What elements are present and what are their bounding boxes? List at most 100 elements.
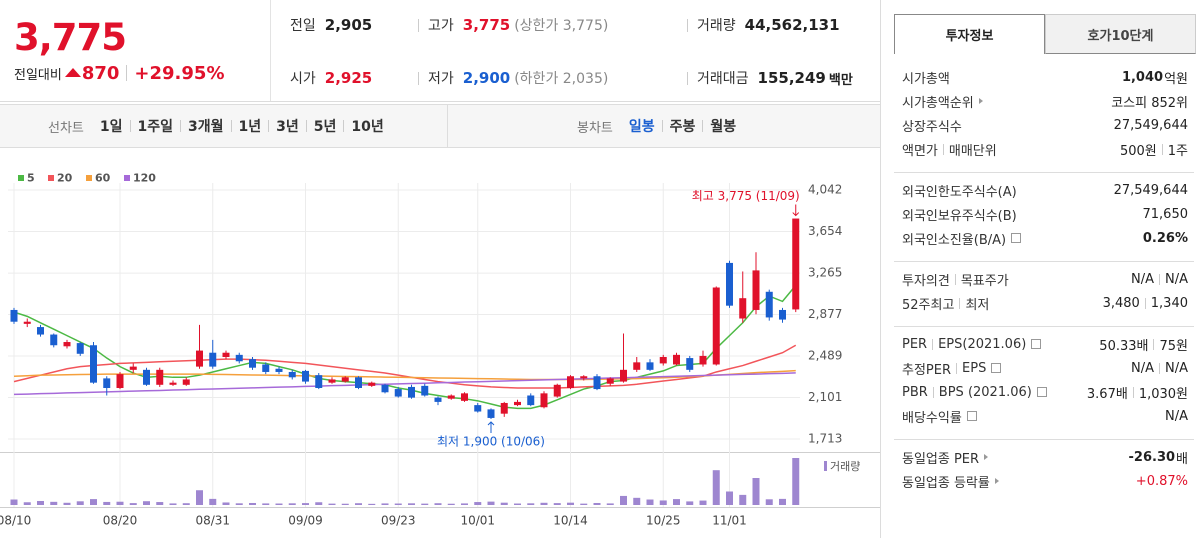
annotation-arrow bbox=[792, 204, 800, 217]
info-value: 3.67배 1,030원 bbox=[1087, 380, 1188, 404]
volume-bar bbox=[209, 498, 217, 505]
candle-body bbox=[37, 327, 44, 335]
legend-swatch bbox=[18, 175, 24, 181]
info-value-text: N/A bbox=[1165, 360, 1188, 376]
info-label-text: 시가총액 bbox=[902, 71, 950, 87]
stat-label: 거래량 bbox=[697, 18, 736, 34]
help-icon bbox=[1011, 233, 1022, 243]
volume-bar bbox=[567, 502, 574, 505]
info-value: 3,480 1,340 bbox=[1103, 291, 1188, 315]
candle-body bbox=[699, 355, 707, 365]
candle-body bbox=[620, 369, 627, 382]
current-price: 3,775 bbox=[14, 16, 127, 59]
period-button[interactable]: 일봉 bbox=[628, 119, 655, 135]
candle-body bbox=[553, 384, 561, 397]
candle-body bbox=[514, 401, 521, 406]
candle-body bbox=[50, 334, 58, 346]
candle-body bbox=[328, 379, 336, 383]
info-value-text: -26.30 bbox=[1128, 449, 1176, 465]
volume-bar bbox=[129, 503, 137, 505]
separator bbox=[1159, 273, 1160, 285]
candle-body bbox=[593, 376, 601, 390]
candle-body bbox=[63, 342, 71, 347]
volume-bar bbox=[792, 458, 800, 505]
candle-body bbox=[129, 366, 137, 370]
volume-bar bbox=[90, 499, 97, 505]
info-value: 0.26% bbox=[1143, 226, 1188, 250]
period-button[interactable]: 월봉 bbox=[710, 119, 737, 135]
tab[interactable]: 호가10단계 bbox=[1045, 14, 1196, 54]
y-tick-label: 2,489 bbox=[808, 349, 842, 363]
candle-body bbox=[646, 362, 654, 370]
separator bbox=[1144, 297, 1146, 309]
volume-bar bbox=[368, 503, 376, 505]
volume-bar bbox=[302, 503, 309, 505]
info-value-text: N/A bbox=[1165, 408, 1188, 424]
info-value-text: N/A bbox=[1131, 360, 1154, 376]
stat-item: 저가 2,900 (하한가 2,035) bbox=[418, 66, 608, 90]
separator bbox=[268, 120, 270, 132]
candle-body bbox=[527, 395, 535, 406]
separator bbox=[956, 362, 958, 374]
volume-bar bbox=[169, 503, 177, 505]
candle-body bbox=[103, 378, 111, 389]
volume-bar bbox=[474, 502, 482, 505]
info-label-text: 목표주가 bbox=[960, 273, 1009, 289]
candle-body bbox=[394, 389, 402, 397]
y-tick-label: 3,654 bbox=[808, 224, 842, 238]
candle-body bbox=[765, 291, 773, 318]
info-label-text: EPS(2021.06) bbox=[938, 336, 1027, 352]
period-button[interactable]: 1주일 bbox=[137, 119, 174, 135]
volume-bar bbox=[408, 503, 415, 505]
info-label: 외국인한도주식수(A) bbox=[902, 178, 1017, 202]
info-label-text: PER bbox=[902, 336, 928, 352]
volume-bar bbox=[712, 470, 720, 505]
help-icon bbox=[966, 411, 977, 421]
legend-label: 60 bbox=[95, 172, 111, 185]
info-value-text: 500원 bbox=[1119, 143, 1157, 159]
info-label: PER EPS(2021.06) bbox=[902, 332, 1042, 356]
x-tick-label: 10/01 bbox=[460, 514, 495, 528]
moving-average-line bbox=[13, 372, 796, 396]
candle-body bbox=[209, 352, 217, 367]
volume-bar bbox=[156, 502, 164, 505]
candle-body bbox=[421, 385, 429, 396]
y-tick-label: 2,877 bbox=[808, 307, 842, 321]
help-icon bbox=[1031, 339, 1042, 349]
info-value: 코스피 852위 bbox=[1111, 89, 1188, 113]
legend-label: 120 bbox=[133, 172, 156, 185]
change-line: 전일대비 870 +29.95% bbox=[14, 61, 224, 85]
info-label: 시가총액순위 bbox=[902, 89, 983, 113]
info-label: PBR BPS (2021.06) bbox=[902, 380, 1047, 404]
candle-body bbox=[500, 402, 508, 414]
separator bbox=[687, 71, 688, 85]
y-tick-label: 4,042 bbox=[808, 183, 842, 197]
tab[interactable]: 투자정보 bbox=[894, 14, 1045, 54]
period-button[interactable]: 주봉 bbox=[669, 119, 696, 135]
period-button[interactable]: 3개월 bbox=[188, 119, 224, 135]
info-label-text: 투자의견 bbox=[902, 273, 950, 289]
volume-bar bbox=[328, 503, 336, 505]
annotation-high: 최고 3,775 (11/09) bbox=[692, 189, 800, 203]
volume-bar bbox=[659, 500, 667, 505]
period-button[interactable]: 1년 bbox=[238, 119, 262, 135]
candle-body bbox=[726, 262, 733, 306]
separator bbox=[418, 71, 419, 85]
legend-swatch bbox=[124, 175, 130, 181]
info-value: N/A N/A bbox=[1131, 267, 1188, 291]
period-button[interactable]: 10년 bbox=[351, 119, 384, 135]
period-button[interactable]: 3년 bbox=[276, 119, 299, 135]
period-button[interactable]: 5년 bbox=[313, 119, 337, 135]
legend-swatch bbox=[86, 175, 92, 181]
volume-bar bbox=[23, 502, 31, 505]
separator bbox=[954, 273, 956, 285]
candle-body bbox=[143, 369, 150, 385]
chart-type-group: 선차트 1일 1주일 3개월 1년 3년 5년 10년 bbox=[48, 105, 391, 147]
candle-body bbox=[447, 395, 455, 399]
period-button[interactable]: 1일 bbox=[99, 119, 123, 135]
x-tick-label: 11/01 bbox=[712, 514, 747, 528]
volume-bar bbox=[196, 490, 203, 505]
x-tick-label: 08/31 bbox=[195, 514, 230, 528]
info-value-text: 3.67배 bbox=[1086, 386, 1128, 402]
legend-label: 5 bbox=[27, 172, 35, 185]
